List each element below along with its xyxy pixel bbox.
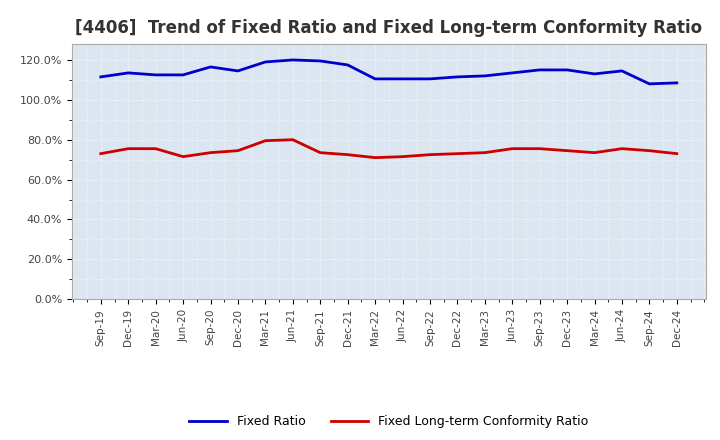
Fixed Long-term Conformity Ratio xyxy=(453,151,462,156)
Fixed Ratio xyxy=(343,62,352,68)
Fixed Ratio xyxy=(508,70,516,76)
Fixed Ratio xyxy=(563,67,572,73)
Line: Fixed Ratio: Fixed Ratio xyxy=(101,60,677,84)
Fixed Ratio xyxy=(289,57,297,62)
Line: Fixed Long-term Conformity Ratio: Fixed Long-term Conformity Ratio xyxy=(101,139,677,158)
Fixed Ratio xyxy=(316,59,325,64)
Fixed Long-term Conformity Ratio xyxy=(618,146,626,151)
Fixed Ratio xyxy=(124,70,132,76)
Fixed Ratio xyxy=(536,67,544,73)
Fixed Long-term Conformity Ratio xyxy=(672,151,681,156)
Fixed Ratio xyxy=(179,72,187,77)
Fixed Ratio xyxy=(672,80,681,85)
Fixed Long-term Conformity Ratio xyxy=(289,137,297,142)
Fixed Ratio xyxy=(206,64,215,70)
Fixed Long-term Conformity Ratio xyxy=(426,152,434,157)
Fixed Ratio xyxy=(261,59,270,65)
Fixed Long-term Conformity Ratio xyxy=(316,150,325,155)
Fixed Ratio xyxy=(590,71,599,77)
Fixed Long-term Conformity Ratio xyxy=(508,146,516,151)
Fixed Long-term Conformity Ratio xyxy=(179,154,187,159)
Fixed Long-term Conformity Ratio xyxy=(590,150,599,155)
Fixed Long-term Conformity Ratio xyxy=(371,155,379,160)
Fixed Long-term Conformity Ratio xyxy=(343,152,352,157)
Fixed Ratio xyxy=(398,76,407,81)
Fixed Long-term Conformity Ratio xyxy=(563,148,572,153)
Fixed Long-term Conformity Ratio xyxy=(96,151,105,156)
Fixed Ratio xyxy=(618,68,626,73)
Fixed Ratio xyxy=(151,72,160,77)
Fixed Long-term Conformity Ratio xyxy=(233,148,242,153)
Fixed Ratio xyxy=(96,74,105,80)
Title: [4406]  Trend of Fixed Ratio and Fixed Long-term Conformity Ratio: [4406] Trend of Fixed Ratio and Fixed Lo… xyxy=(75,19,703,37)
Fixed Ratio xyxy=(480,73,489,78)
Fixed Long-term Conformity Ratio xyxy=(151,146,160,151)
Fixed Ratio xyxy=(426,76,434,81)
Fixed Ratio xyxy=(371,76,379,81)
Fixed Long-term Conformity Ratio xyxy=(645,148,654,153)
Fixed Ratio xyxy=(645,81,654,87)
Fixed Ratio xyxy=(453,74,462,80)
Legend: Fixed Ratio, Fixed Long-term Conformity Ratio: Fixed Ratio, Fixed Long-term Conformity … xyxy=(184,411,593,433)
Fixed Long-term Conformity Ratio xyxy=(261,138,270,143)
Fixed Long-term Conformity Ratio xyxy=(206,150,215,155)
Fixed Long-term Conformity Ratio xyxy=(124,146,132,151)
Fixed Ratio xyxy=(233,68,242,73)
Fixed Long-term Conformity Ratio xyxy=(398,154,407,159)
Fixed Long-term Conformity Ratio xyxy=(536,146,544,151)
Fixed Long-term Conformity Ratio xyxy=(480,150,489,155)
